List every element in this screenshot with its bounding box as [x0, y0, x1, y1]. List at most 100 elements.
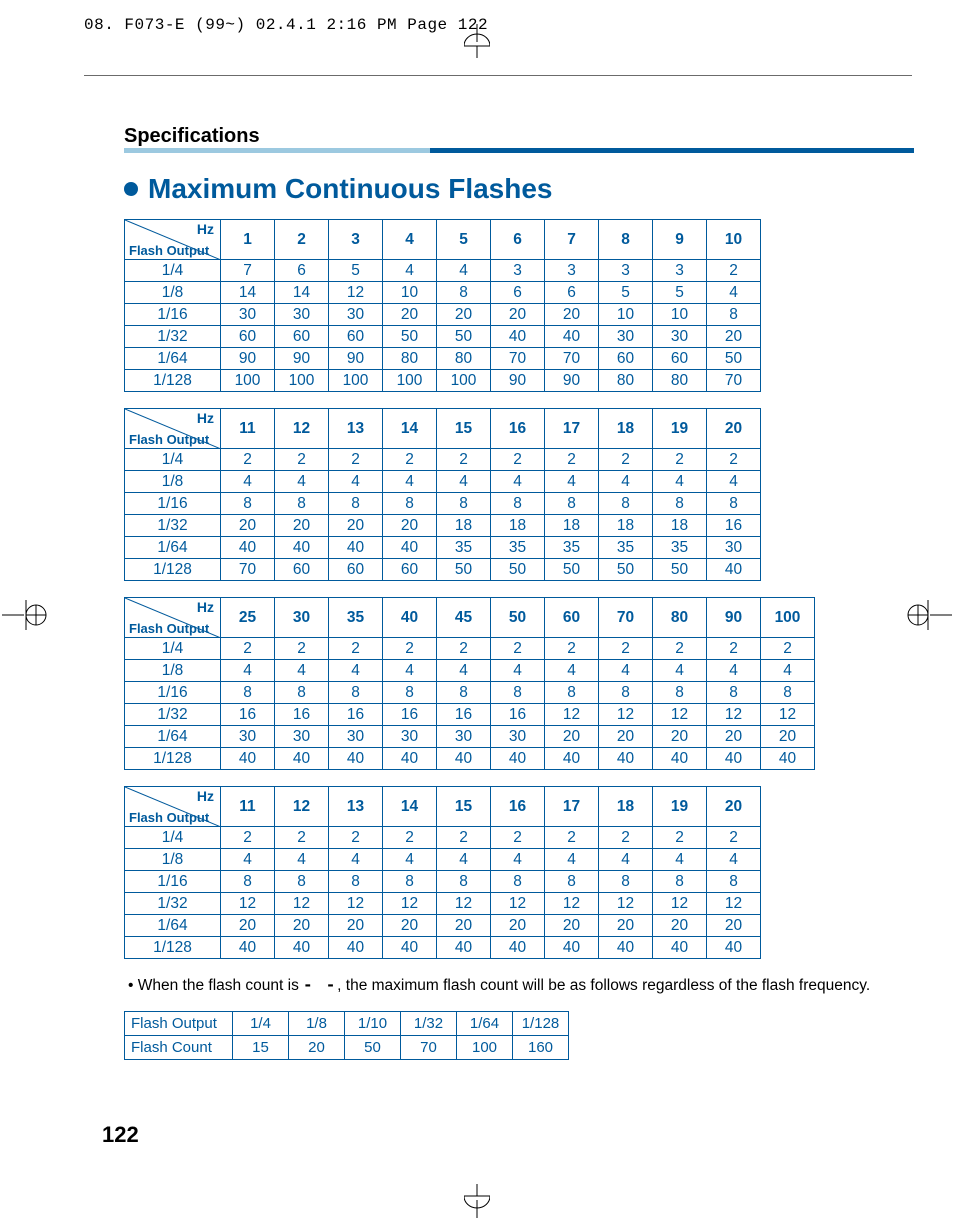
value-cell: 8 — [653, 871, 707, 893]
value-cell: 7 — [221, 260, 275, 282]
value-cell: 8 — [221, 493, 275, 515]
value-cell: 4 — [707, 471, 761, 493]
corner-header: HzFlash Output — [125, 787, 221, 827]
value-cell: 50 — [653, 559, 707, 581]
value-cell: 3 — [599, 260, 653, 282]
value-cell: 40 — [707, 748, 761, 770]
page-title: Maximum Continuous Flashes — [124, 173, 912, 205]
value-cell: 40 — [221, 748, 275, 770]
value-cell: 70 — [221, 559, 275, 581]
value-cell: 30 — [383, 726, 437, 748]
table-row: 1/6420202020202020202020 — [125, 915, 761, 937]
flashes-table: HzFlash Output123456789101/476544333321/… — [124, 219, 761, 392]
table-row: 1/844444444444 — [125, 660, 815, 682]
flash-output-label: Flash Output — [129, 243, 209, 258]
value-cell: 20 — [545, 726, 599, 748]
hz-header: 16 — [491, 787, 545, 827]
value-cell: 20 — [383, 915, 437, 937]
value-cell: 40 — [275, 937, 329, 959]
value-cell: 2 — [383, 827, 437, 849]
value-cell: 4 — [653, 471, 707, 493]
hz-label: Hz — [197, 788, 214, 804]
value-cell: 12 — [437, 893, 491, 915]
corner-header: HzFlash Output — [125, 220, 221, 260]
hz-header: 25 — [221, 598, 275, 638]
flash-output-cell: 1/128 — [125, 370, 221, 392]
table-row: 1/163030302020202010108 — [125, 304, 761, 326]
hz-header: 35 — [329, 598, 383, 638]
value-cell: 8 — [707, 871, 761, 893]
value-cell: 60 — [275, 326, 329, 348]
value-cell: 4 — [491, 660, 545, 682]
value-cell: 16 — [275, 704, 329, 726]
value-cell: 2 — [383, 449, 437, 471]
value-cell: 4 — [545, 660, 599, 682]
table-row: 1/1688888888888 — [125, 682, 815, 704]
value-cell: 60 — [275, 559, 329, 581]
cell: 1/4 — [233, 1011, 289, 1035]
table-row: 1/643030303030302020202020 — [125, 726, 815, 748]
value-cell: 4 — [599, 849, 653, 871]
hz-header: 8 — [599, 220, 653, 260]
value-cell: 4 — [653, 660, 707, 682]
value-cell: 2 — [653, 827, 707, 849]
value-cell: 8 — [329, 493, 383, 515]
hz-header: 90 — [707, 598, 761, 638]
table-row: 1/6490909080807070606050 — [125, 348, 761, 370]
flashes-table: HzFlash Output111213141516171819201/4222… — [124, 408, 761, 581]
hz-header: 19 — [653, 409, 707, 449]
value-cell: 4 — [653, 849, 707, 871]
value-cell: 40 — [599, 748, 653, 770]
cell: 160 — [513, 1035, 569, 1059]
value-cell: 40 — [221, 937, 275, 959]
value-cell: 40 — [329, 537, 383, 559]
value-cell: 5 — [653, 282, 707, 304]
value-cell: 8 — [383, 682, 437, 704]
value-cell: 2 — [653, 449, 707, 471]
hz-label: Hz — [197, 410, 214, 426]
flash-output-cell: 1/32 — [125, 515, 221, 537]
value-cell: 8 — [599, 871, 653, 893]
value-cell: 60 — [329, 559, 383, 581]
crop-mark-top-icon — [464, 24, 490, 58]
cell: 15 — [233, 1035, 289, 1059]
hz-header: 80 — [653, 598, 707, 638]
value-cell: 2 — [707, 260, 761, 282]
hz-header: 45 — [437, 598, 491, 638]
value-cell: 2 — [383, 638, 437, 660]
value-cell: 12 — [329, 893, 383, 915]
value-cell: 8 — [707, 304, 761, 326]
value-cell: 40 — [383, 937, 437, 959]
flash-output-cell: 1/4 — [125, 638, 221, 660]
hz-header: 7 — [545, 220, 599, 260]
value-cell: 8 — [221, 682, 275, 704]
value-cell: 12 — [599, 704, 653, 726]
note-prefix: • When the flash count is — [128, 977, 303, 994]
value-cell: 2 — [599, 449, 653, 471]
table-row: HzFlash Output25303540455060708090100 — [125, 598, 815, 638]
crop-mark-left-icon — [2, 600, 50, 630]
flash-output-cell: 1/4 — [125, 827, 221, 849]
flash-output-cell: 1/32 — [125, 893, 221, 915]
value-cell: 12 — [599, 893, 653, 915]
value-cell: 40 — [275, 748, 329, 770]
value-cell: 2 — [437, 827, 491, 849]
value-cell: 4 — [599, 471, 653, 493]
table-row: 1/321616161616161212121212 — [125, 704, 815, 726]
hz-header: 17 — [545, 787, 599, 827]
value-cell: 10 — [383, 282, 437, 304]
flash-output-label: Flash Output — [129, 621, 209, 636]
value-cell: 4 — [329, 660, 383, 682]
value-cell: 8 — [491, 682, 545, 704]
table-row: 1/3220202020181818181816 — [125, 515, 761, 537]
value-cell: 30 — [653, 326, 707, 348]
flash-output-cell: 1/8 — [125, 849, 221, 871]
value-cell: 40 — [329, 937, 383, 959]
value-cell: 2 — [221, 449, 275, 471]
value-cell: 40 — [545, 937, 599, 959]
flash-output-cell: 1/8 — [125, 282, 221, 304]
top-rule — [84, 75, 912, 76]
value-cell: 14 — [275, 282, 329, 304]
value-cell: 8 — [653, 682, 707, 704]
flash-output-cell: 1/64 — [125, 537, 221, 559]
